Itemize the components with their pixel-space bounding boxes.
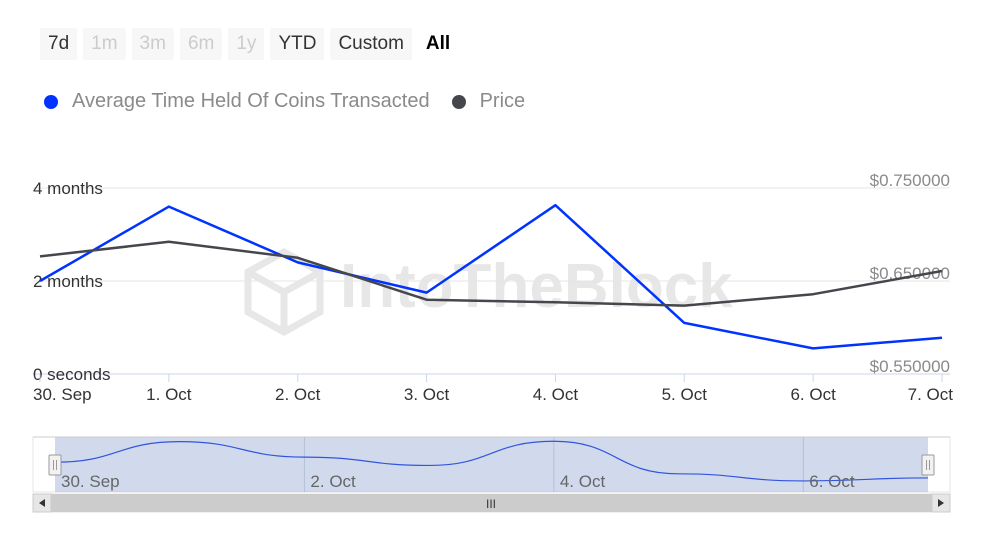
navigator-left-handle[interactable] <box>48 454 62 476</box>
range-3m-button[interactable]: 3m <box>131 28 174 60</box>
legend-item-avg-time-held[interactable]: Average Time Held Of Coins Transacted <box>44 90 430 113</box>
navigator-selected-range[interactable] <box>55 437 928 492</box>
chart-legend: Average Time Held Of Coins Transacted Pr… <box>44 90 525 113</box>
scrollbar[interactable]: III <box>32 493 951 513</box>
left-axis-tick-label: 4 months <box>33 179 103 198</box>
legend-marker-icon <box>44 94 58 109</box>
range-1y-button[interactable]: 1y <box>228 28 265 60</box>
range-1m-button[interactable]: 1m <box>83 28 126 60</box>
gridlines <box>33 187 950 375</box>
legend-marker-icon <box>451 94 466 109</box>
scrollbar-grip: III <box>486 497 496 511</box>
navigator-labels: 30. Sep 2. Oct 4. Oct 6. Oct <box>61 472 855 491</box>
range-7d-button[interactable]: 7d <box>40 28 78 60</box>
right-axis: $0.550000 $0.650000 $0.750000 <box>870 171 950 376</box>
navigator-label: 30. Sep <box>61 472 120 491</box>
handle-left-icon[interactable] <box>48 454 62 476</box>
scrollbar-thumb[interactable] <box>51 494 932 512</box>
range-all-button[interactable]: All <box>425 33 451 54</box>
navigator-label: 6. Oct <box>809 472 855 491</box>
x-axis-tick-label: 1. Oct <box>146 385 192 404</box>
x-axis-tick-label: 5. Oct <box>662 385 708 404</box>
left-axis-tick-label: 2 months <box>33 272 103 291</box>
legend-label: Average Time Held Of Coins Transacted <box>72 90 430 112</box>
scroll-right-button[interactable] <box>931 493 951 513</box>
series-line-price <box>39 240 943 307</box>
x-axis-tick-label: 7. Oct <box>908 385 954 404</box>
right-axis-tick-label: $0.650000 <box>870 264 950 283</box>
range-ytd-button[interactable]: YTD <box>270 28 325 60</box>
navigator-series-line <box>54 440 929 482</box>
series-line-avg-time-held <box>39 203 943 350</box>
legend-label: Price <box>479 90 526 112</box>
arrow-right-icon <box>938 499 944 507</box>
x-axis-tick-label: 4. Oct <box>533 385 579 404</box>
x-axis-tick-label: 2. Oct <box>275 385 321 404</box>
left-axis-tick-label: 0 seconds <box>33 365 111 384</box>
right-axis-tick-label: $0.750000 <box>870 171 950 190</box>
x-axis: 30. Sep 1. Oct 2. Oct 3. Oct 4. Oct 5. Oct 6. … <box>33 374 953 404</box>
navigator-label: 2. Oct <box>310 472 356 491</box>
navigator-background <box>32 436 951 493</box>
navigator-label: 4. Oct <box>560 472 606 491</box>
navigator[interactable]: 30. Sep 2. Oct 4. Oct 6. Oct <box>32 436 951 493</box>
range-custom-button[interactable]: Custom <box>330 28 412 60</box>
x-axis-tick-label: 30. Sep <box>33 385 92 404</box>
x-axis-tick-label: 6. Oct <box>790 385 836 404</box>
navigator-right-handle[interactable] <box>921 454 935 476</box>
handle-right-icon[interactable] <box>921 454 935 476</box>
range-selector: 7d 1m 3m 6m 1y YTD Custom All <box>40 28 458 62</box>
x-axis-tick-label: 3. Oct <box>404 385 450 404</box>
navigator-gridlines <box>303 437 804 492</box>
scroll-left-button[interactable] <box>32 493 52 513</box>
left-axis: 0 seconds 2 months 4 months <box>33 179 111 384</box>
series-layer <box>39 203 943 350</box>
range-6m-button[interactable]: 6m <box>179 28 223 60</box>
legend-item-price[interactable]: Price <box>451 90 526 113</box>
right-axis-tick-label: $0.550000 <box>870 357 950 376</box>
arrow-left-icon <box>39 499 45 507</box>
